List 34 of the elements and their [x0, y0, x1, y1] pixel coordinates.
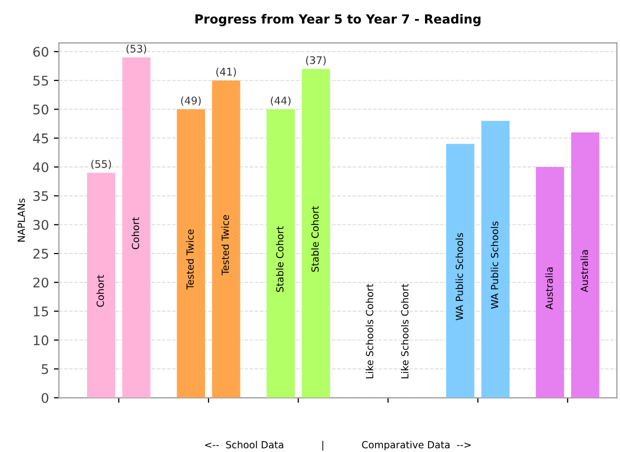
x-tick-label: WA Public Schools: [456, 233, 464, 320]
x-tick-label: Like Schools Cohort: [400, 284, 408, 378]
y-axis-title: NAPLANs: [18, 198, 25, 242]
x-tick-label: WA Public Schools: [490, 222, 498, 309]
annotation: (44): [270, 96, 290, 106]
y-tick-label: 50: [33, 104, 48, 114]
annotation: (41): [216, 68, 236, 77]
x-axis-title: <-- School Data | Comparative Data -->: [205, 440, 471, 451]
x-tick-label: Australia: [580, 250, 588, 292]
x-tick-label: Like Schools Cohort: [366, 284, 374, 378]
x-tick-label: Stable Cohort: [276, 226, 284, 292]
y-tick-label: 0: [42, 392, 48, 403]
y-tick-label: 55: [33, 76, 48, 86]
y-tick-label: 35: [33, 191, 48, 202]
y-tick-label: 25: [33, 248, 48, 259]
y-tick-label: 30: [33, 220, 48, 230]
y-tick-label: 20: [33, 278, 48, 288]
annotation: (55): [91, 160, 111, 170]
annotation: (53): [126, 44, 146, 54]
y-tick-label: 40: [33, 162, 48, 172]
annotation: (37): [306, 56, 326, 66]
y-tick-label: 15: [34, 306, 48, 316]
annotation: (49): [181, 96, 201, 106]
x-tick-label: Tested Twice: [186, 229, 194, 290]
chart-title: Progress from Year 5 to Year 7 - Reading: [195, 14, 480, 26]
x-tick-label: Tested Twice: [221, 215, 229, 276]
y-tick-label: 60: [33, 46, 48, 57]
x-tick-label: Stable Cohort: [311, 206, 319, 272]
x-tick-label: Cohort: [132, 217, 140, 250]
y-tick-label: 45: [33, 134, 48, 144]
y-tick-label: 10: [34, 335, 48, 346]
y-tick-label: 5: [42, 364, 48, 374]
x-tick-label: Australia: [545, 268, 553, 310]
x-tick-label: Cohort: [96, 274, 104, 307]
